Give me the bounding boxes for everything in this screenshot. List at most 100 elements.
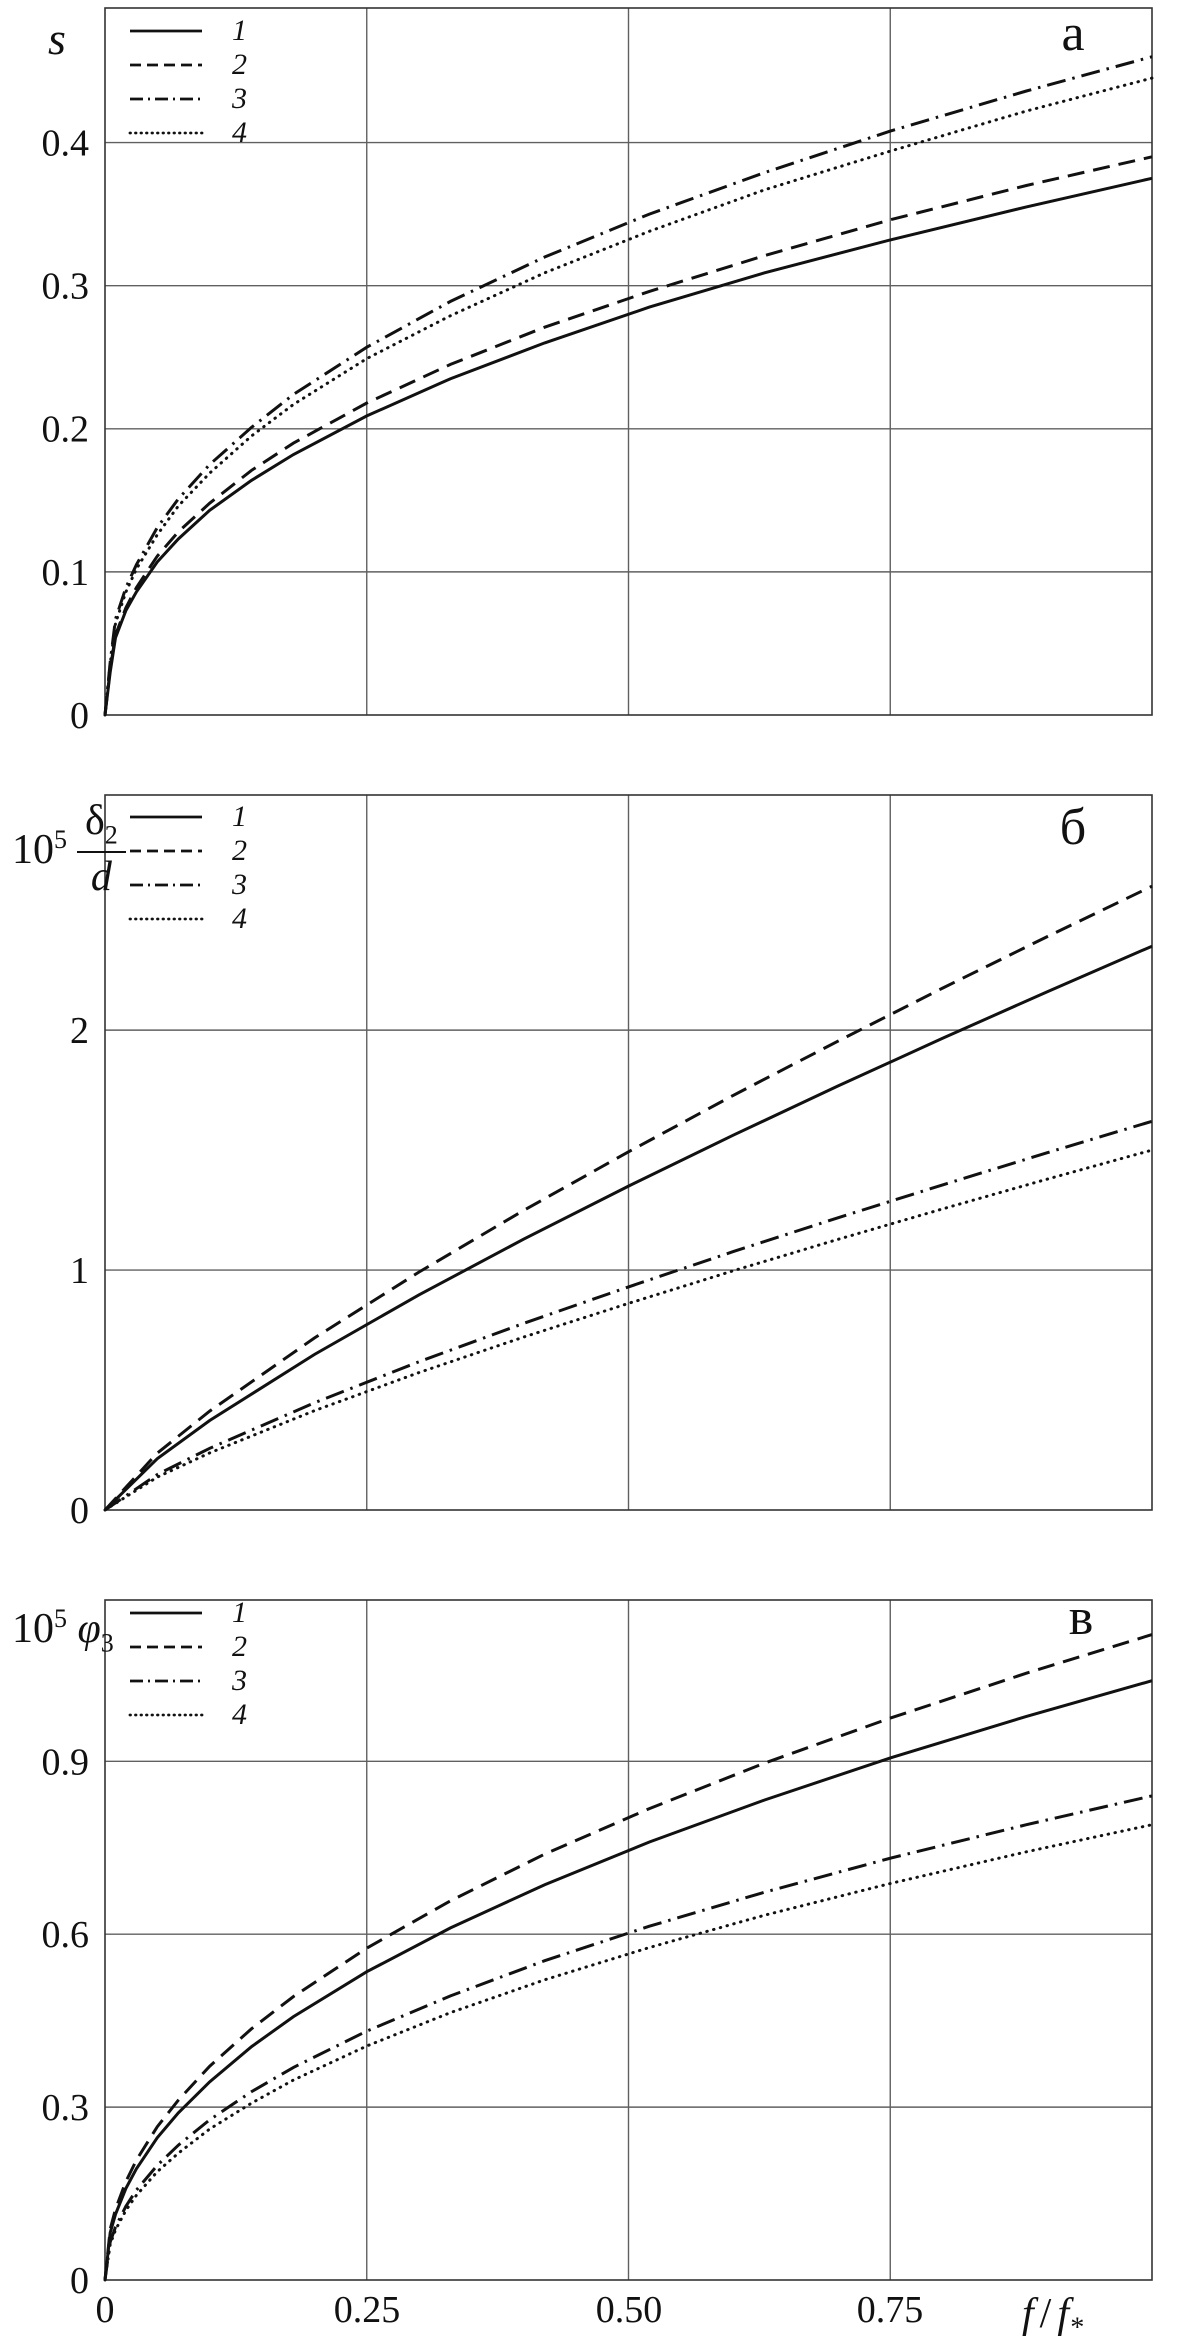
curve-3 [104,1119,1153,1512]
legend-line-solid-icon [130,1611,202,1615]
delta-symbol: δ [85,798,105,844]
y-tick-label: 0 [70,2260,89,2302]
delta-subscript: 2 [104,820,118,850]
legend-item-1: 1 [128,800,247,834]
legend-label: 1 [232,800,247,833]
y-tick-label: 0 [70,695,89,737]
legend-label: 3 [232,82,247,115]
y-tick-label: 1 [70,1250,89,1292]
x-axis-label: f / f* [1022,2290,1083,2344]
y-tick-label: 0.6 [42,1914,90,1956]
legend-label: 2 [232,48,247,81]
legend-line-dashed-icon [130,849,202,853]
legend-item-4: 4 [128,1698,247,1732]
legend-item-2: 2 [128,834,247,868]
ylabel-b-denominator: d [90,854,112,901]
legend-label: 2 [232,834,247,867]
ylabel-c-base: 10 [12,1606,54,1652]
chart-panel-b: 012 [70,794,1154,1532]
xlabel-f: f [1022,2291,1034,2337]
curve-1 [103,1679,1153,2281]
panel-label-a: а [1061,5,1085,62]
xlabel-f-star: f [1057,2291,1070,2337]
x-tick-label-050: 0.50 [595,2289,663,2331]
y-axis-label-a: s [48,16,66,62]
plot-border [104,794,1153,1511]
ylabel-c-exponent: 5 [54,1604,67,1633]
legend-label: 4 [232,116,247,149]
legend-line-dashed-icon [130,1645,202,1649]
y-axis-label-b: 105 δ2 d [12,800,126,898]
legend-label: 3 [232,868,247,901]
chart-panel-c: 0 0.3 0.6 0.9 [42,1599,1154,2302]
legend-item-1: 1 [128,1596,247,1630]
phi-symbol: φ [77,1606,101,1652]
y-tick-label: 0.2 [42,409,90,451]
legend-line-dotted-icon [128,917,204,921]
y-axis-label-c: 105 φ3 [12,1606,114,1656]
plot-border [104,1599,1153,2281]
xlabel-star-subscript: * [1069,2312,1084,2344]
curve-4 [103,1823,1154,2282]
panel-label-c: в [1068,1589,1094,1646]
x-tick-label-0: 0 [95,2289,115,2331]
curve-4 [103,76,1154,717]
curve-3 [103,55,1153,716]
legend-item-3: 3 [128,868,247,902]
legend-line-dashdot-icon [130,883,202,887]
legend-item-4: 4 [128,116,247,150]
x-tick-label-025: 0.25 [333,2289,401,2331]
legend-line-dashdot-icon [130,1679,202,1683]
legend-item-2: 2 [128,1630,247,1664]
curve-1 [103,176,1153,716]
ylabel-a-symbol: s [48,13,66,64]
legend-line-dotted-icon [128,1713,204,1717]
legend-label: 3 [232,1664,247,1697]
ylabel-b-coefficient: 105 [12,825,67,874]
legend-item-3: 3 [128,1664,247,1698]
ylabel-b-exponent: 5 [54,825,67,855]
ylabel-c-coefficient: 105 [12,1606,67,1652]
curve-4 [103,1148,1154,1512]
legend-line-dashed-icon [130,63,202,67]
curve-2 [103,155,1153,716]
y-tick-label: 0 [70,1490,89,1532]
chart-panel-a: 0 0.1 0.2 0.3 0.4 [42,7,1154,737]
phi-subscript: 3 [100,1628,114,1658]
curve-2 [103,884,1153,1512]
x-tick-label-075: 0.75 [856,2289,924,2331]
y-tick-label: 0.3 [42,266,90,308]
curve-3 [103,1794,1153,2281]
ylabel-b-fraction: δ2 d [77,800,126,898]
panel-label-b: б [1059,799,1087,856]
y-tick-label: 0.1 [42,552,90,594]
y-tick-label: 0.3 [42,2087,90,2129]
legend-line-solid-icon [130,815,202,819]
legend-label: 1 [232,14,247,47]
legend-label: 4 [232,1698,247,1731]
plot-border [104,7,1153,716]
xlabel-slash: / [1039,2291,1052,2337]
ylabel-b-numerator: δ2 [77,798,126,854]
legend-item-3: 3 [128,82,247,116]
legend-label: 4 [232,902,247,935]
y-tick-label: 0.9 [42,1741,90,1783]
legend-item-2: 2 [128,48,247,82]
legend-item-1: 1 [128,14,247,48]
y-tick-label: 0.4 [42,122,90,164]
legend-line-dotted-icon [128,131,204,135]
y-tick-label: 2 [70,1010,89,1052]
curve-2 [103,1633,1153,2281]
legend-line-solid-icon [130,29,202,33]
curve-1 [103,944,1153,1512]
legend-label: 1 [232,1596,247,1629]
legend-label: 2 [232,1630,247,1663]
ylabel-b-base: 10 [12,827,54,874]
legend-item-4: 4 [128,902,247,936]
legend-line-dashdot-icon [130,97,202,101]
